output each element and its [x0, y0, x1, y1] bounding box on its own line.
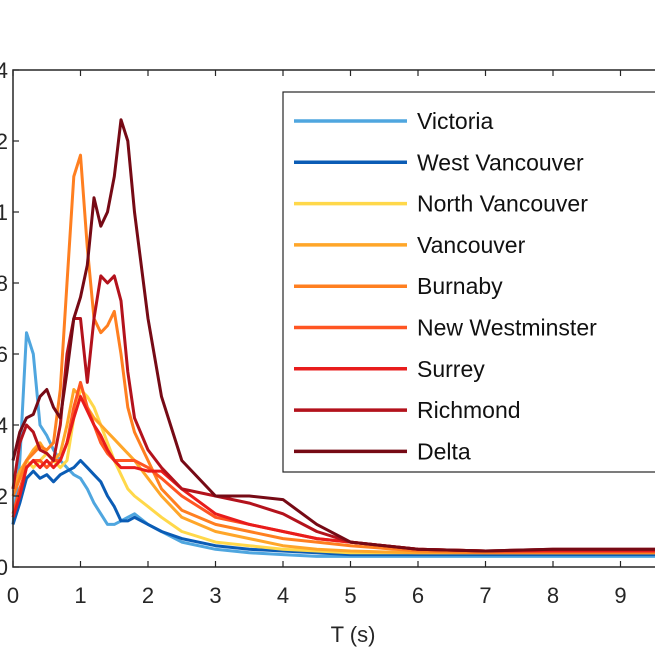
legend-label: Richmond — [417, 397, 521, 423]
x-tick-label: 2 — [142, 583, 154, 608]
x-tick-label: 9 — [614, 583, 626, 608]
legend-label: North Vancouver — [417, 191, 588, 217]
y-tick-label: 0.6 — [0, 342, 8, 367]
x-tick-label: 4 — [277, 583, 289, 608]
legend: Victoria West Vancouver North Vancouver Van… — [282, 91, 655, 473]
x-tick-label: 7 — [479, 583, 491, 608]
y-tick-label: 0.2 — [0, 484, 8, 509]
x-axis-ticks: 0 1 2 3 4 5 6 7 8 9 — [7, 70, 627, 608]
series-line-delta — [11, 118, 655, 553]
y-tick-label: 0.4 — [0, 413, 8, 438]
x-tick-label: 1 — [74, 583, 86, 608]
x-axis-title: T (s) — [331, 622, 376, 647]
series-line-victoria — [11, 331, 655, 558]
x-tick-label: 8 — [547, 583, 559, 608]
x-tick-label: 3 — [209, 583, 221, 608]
x-tick-label: 0 — [7, 583, 19, 608]
y-tick-label: 1 — [0, 200, 8, 225]
x-tick-label: 6 — [412, 583, 424, 608]
y-tick-label: 0 — [0, 555, 8, 580]
plot-axes-box — [12, 69, 655, 568]
y-tick-label: 1.2 — [0, 129, 8, 154]
legend-label: Vancouver — [417, 232, 526, 258]
legend-label: New Westminster — [417, 315, 597, 341]
y-tick-label: 0.8 — [0, 271, 8, 296]
legend-label: Victoria — [417, 108, 493, 134]
series-line-burnaby — [11, 153, 655, 555]
x-tick-label: 5 — [344, 583, 356, 608]
series-line-west-vancouver — [11, 459, 655, 557]
legend-label: Burnaby — [417, 273, 503, 299]
y-tick-label: 1.4 — [0, 58, 8, 83]
legend-label: Delta — [417, 438, 471, 464]
y-axis-ticks: 0 0.2 0.4 0.6 0.8 1 1.2 1.4 — [0, 58, 19, 580]
legend-label: Surrey — [417, 356, 485, 382]
legend-label: West Vancouver — [417, 149, 584, 175]
series-lines — [11, 118, 655, 558]
